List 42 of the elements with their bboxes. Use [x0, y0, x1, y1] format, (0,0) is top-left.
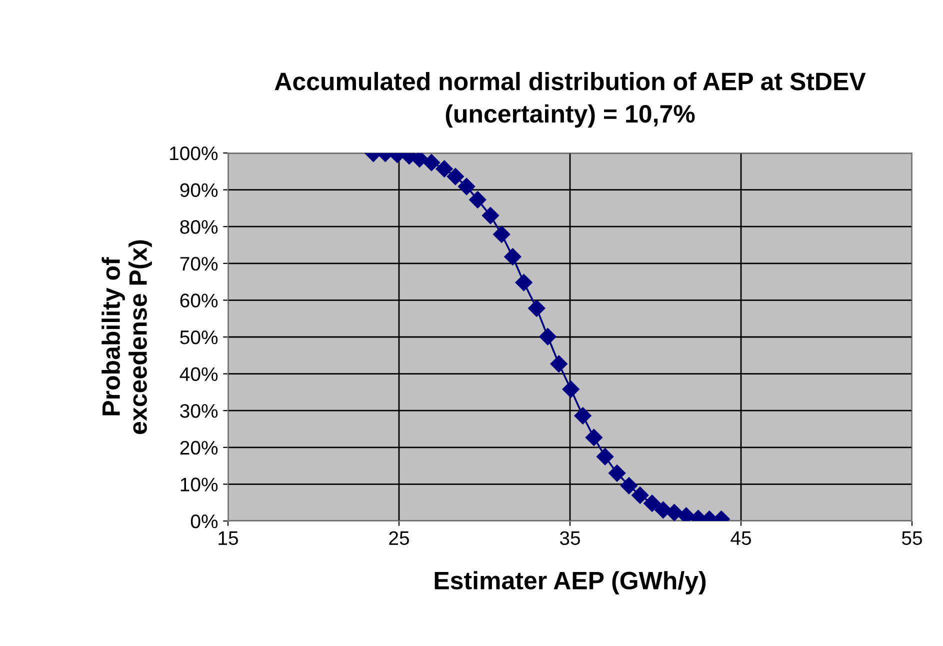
point	[574, 407, 592, 424]
point	[528, 300, 546, 317]
point	[562, 380, 580, 398]
point	[596, 448, 614, 466]
x-tick-label: 15	[218, 531, 238, 546]
point	[620, 477, 638, 494]
point	[585, 428, 602, 446]
point	[504, 248, 522, 266]
y-axis-title: Probability of exceedense P(x)	[102, 240, 152, 434]
y-tick-label: 0%	[190, 514, 218, 528]
point	[654, 501, 672, 519]
y-tick-label: 70%	[180, 256, 218, 271]
point	[608, 464, 626, 482]
point	[410, 153, 428, 168]
point	[458, 178, 476, 196]
point	[436, 160, 453, 178]
chart-title: Accumulated normal distribution of AEP at StDEV (uncertainty) = 10,7%	[274, 72, 866, 128]
point	[446, 168, 464, 186]
point	[632, 486, 649, 504]
point	[493, 226, 510, 243]
y-tick-label: 60%	[180, 294, 218, 308]
x-tick-label: 25	[389, 531, 409, 546]
point	[666, 504, 683, 521]
x-axis-title: Estimater AEP (GWh/y)	[434, 571, 706, 594]
y-tick-label: 20%	[180, 440, 218, 455]
y-tick-label: 100%	[170, 146, 218, 160]
y-tick-label: 40%	[180, 367, 218, 382]
point	[469, 191, 486, 208]
point	[482, 207, 500, 224]
y-tick-label: 30%	[180, 404, 218, 418]
y-tick-label: 90%	[180, 183, 218, 198]
y-tick-label: 50%	[180, 330, 218, 344]
x-tick-label: 55	[902, 531, 922, 546]
y-tick-label: 80%	[180, 220, 218, 234]
point	[515, 274, 532, 292]
point	[644, 494, 661, 512]
x-tick-label: 35	[560, 531, 580, 546]
y-tick-label: 10%	[180, 478, 218, 492]
point	[539, 328, 556, 346]
point	[550, 355, 568, 372]
point	[422, 154, 440, 172]
x-tick-label: 45	[730, 531, 751, 546]
